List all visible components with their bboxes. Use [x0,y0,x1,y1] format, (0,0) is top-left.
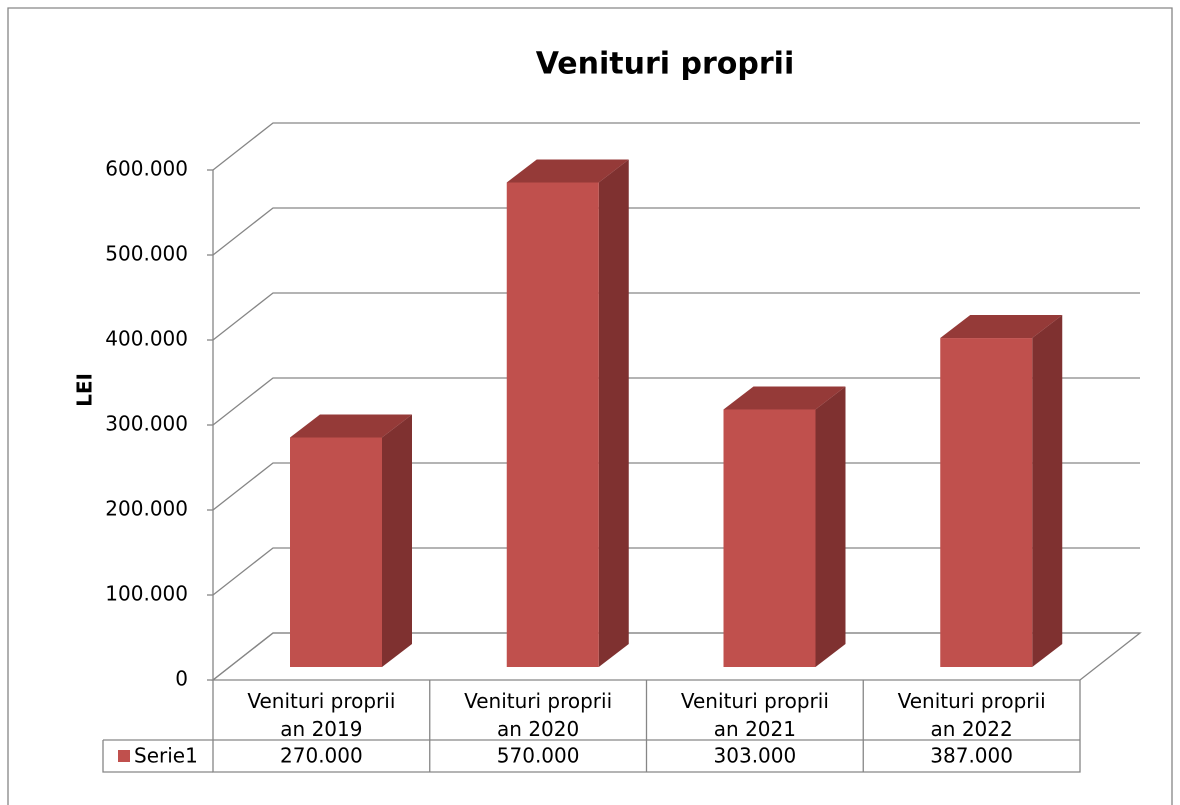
y-tick-label: 0 [175,667,188,691]
y-tick-label: 500.000 [105,242,188,266]
grid-line [212,547,1140,596]
y-tick-label: 300.000 [105,412,188,436]
legend-label: Serie1 [134,744,198,768]
bar-top [506,159,629,183]
x-tick-label: Venituri proprii an 2020 [464,689,612,741]
bar [290,437,382,667]
plot: 0 100.000 200.000 300.000 400.000 500.000 600.… [102,122,1142,773]
chart-frame [7,7,1173,805]
grid-line [212,377,1140,426]
table-border [102,740,213,773]
data-table-value: 387.000 [930,744,1013,768]
y-axis-title: LEI [73,373,97,407]
y-tick-label: 400.000 [105,327,188,351]
y-tick-label: 600.000 [105,157,188,181]
grid-line [212,462,1140,511]
bar-side [382,414,412,667]
bar-side [598,159,629,667]
data-table-value: 303.000 [714,744,797,768]
chart-title: Venituri proprii [536,47,795,82]
bar-top [940,315,1063,339]
bar [940,338,1033,667]
grid-line [212,632,1140,681]
bar-top [290,414,412,438]
y-tick-label: 200.000 [105,497,188,521]
legend-key [118,750,130,762]
x-tick-label: Venituri proprii an 2019 [247,689,395,741]
grid-line [212,292,1140,341]
data-table-value: 270.000 [280,744,363,768]
data-table-value: 570.000 [497,744,580,768]
bar [506,182,599,667]
grid-line [212,122,1140,171]
x-tick-label: Venituri proprii an 2022 [898,689,1046,741]
bar-side [1032,315,1063,667]
bar [723,409,816,667]
x-tick-label: Venituri proprii an 2021 [681,689,829,741]
bar-top [723,386,846,410]
grid-line [212,207,1140,256]
y-tick-label: 100.000 [105,582,188,606]
bar-side [815,386,846,667]
